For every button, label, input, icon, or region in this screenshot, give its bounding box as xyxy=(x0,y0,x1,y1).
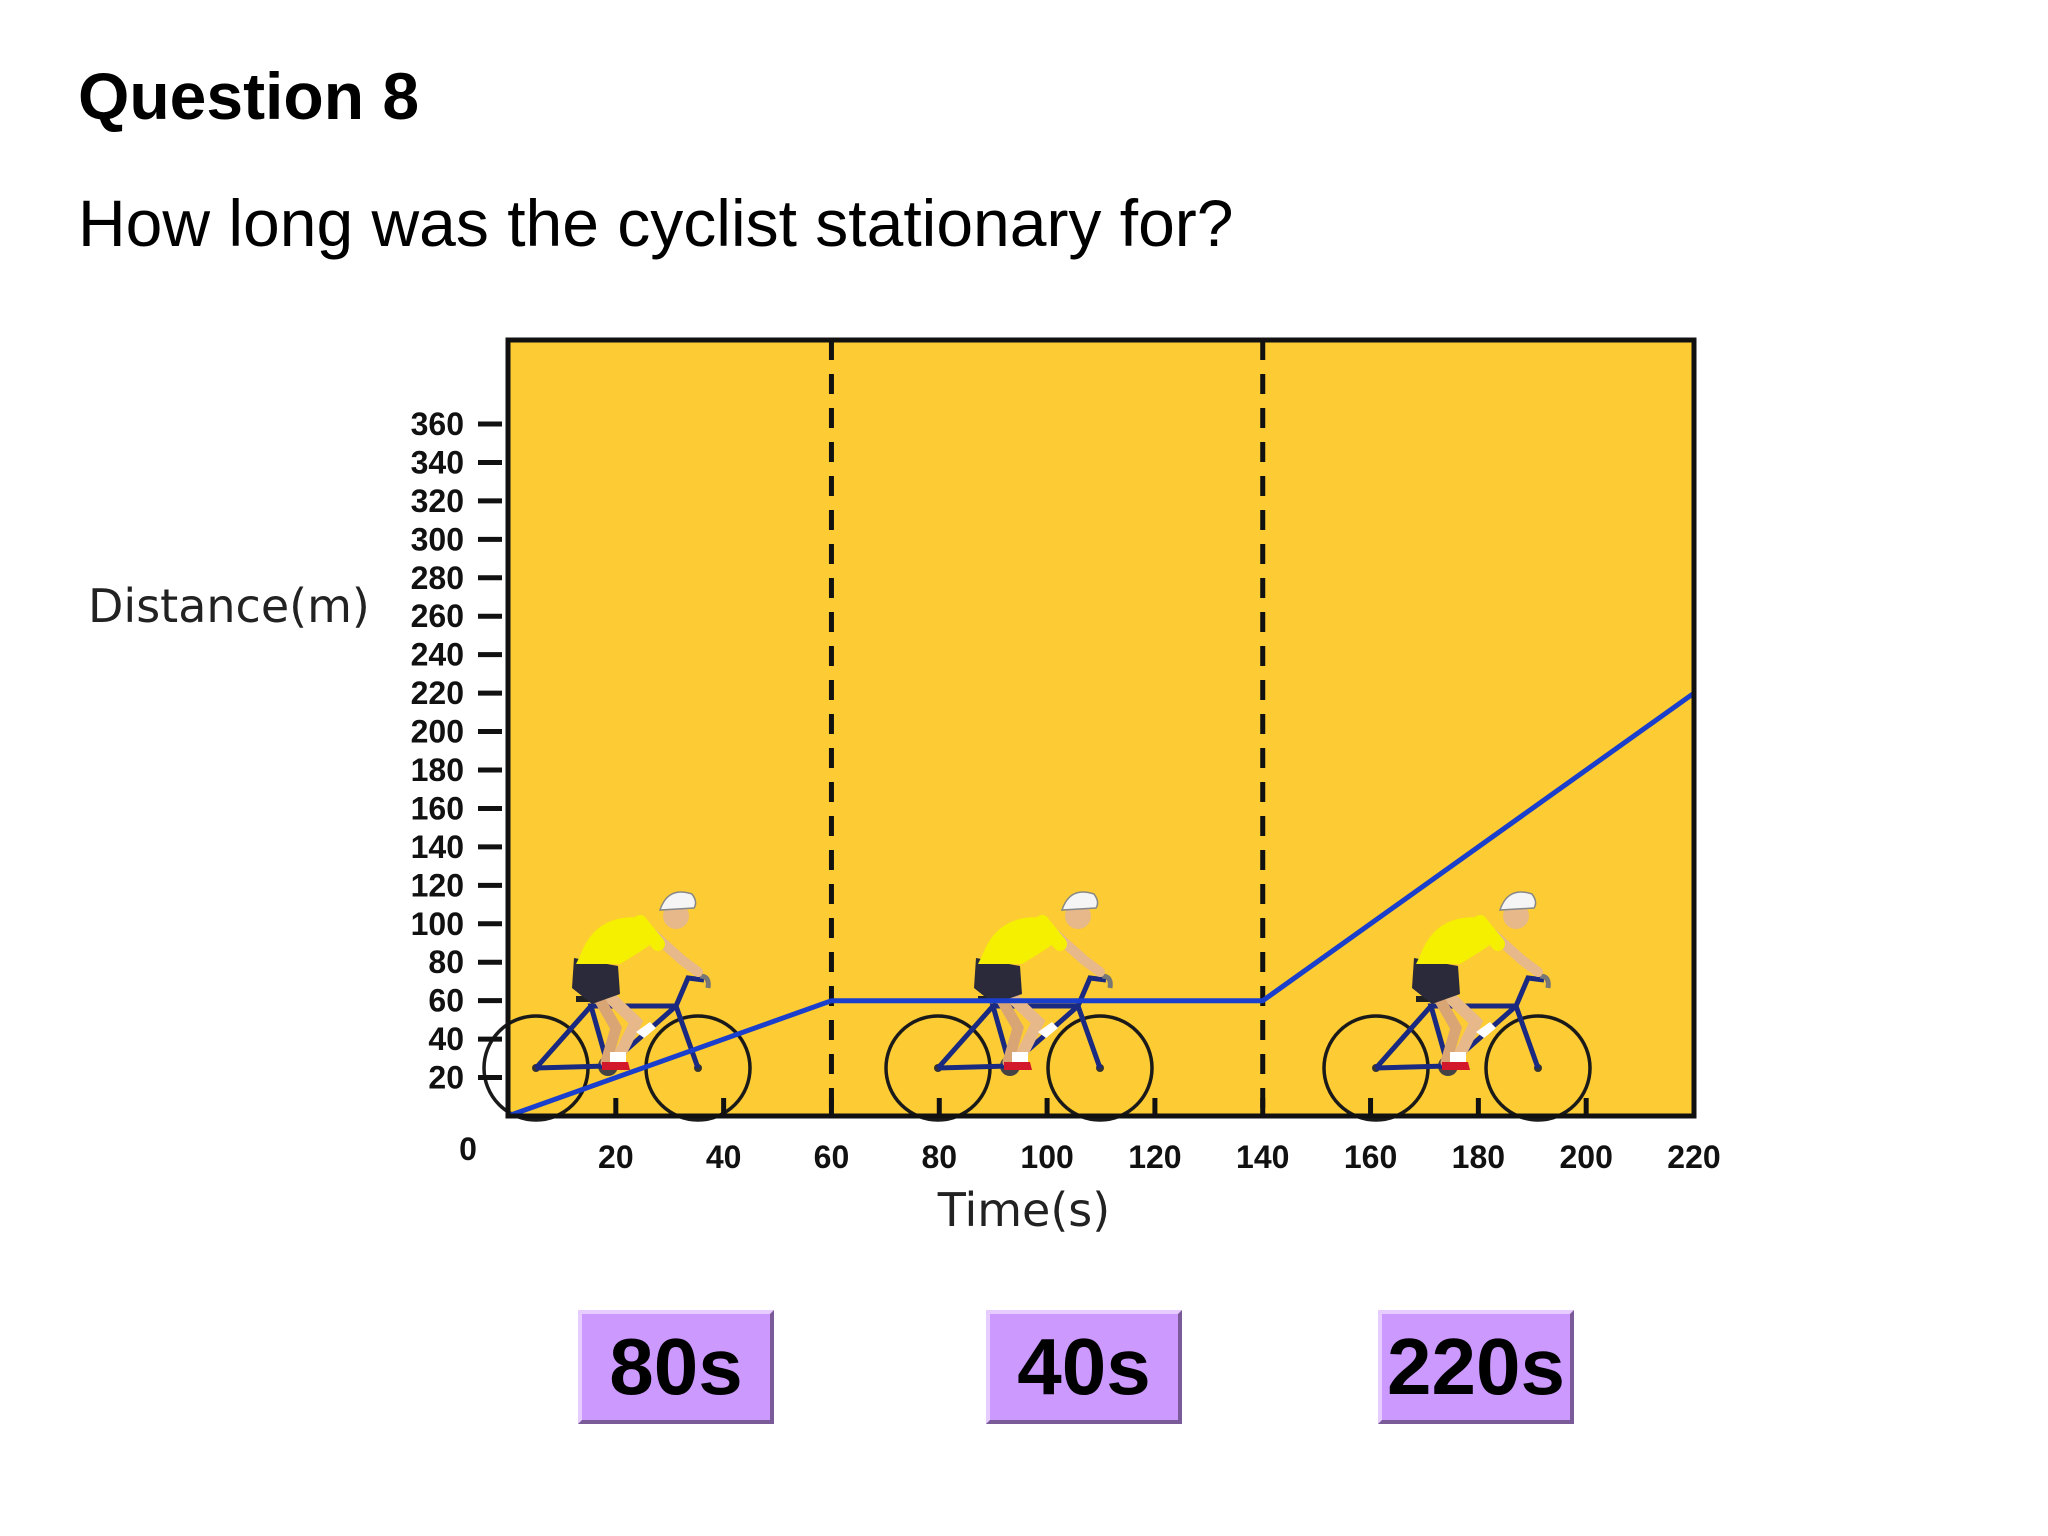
y-tick-label-180: 180 xyxy=(411,752,464,788)
x-tick-label-180: 180 xyxy=(1452,1139,1505,1175)
y-tick-label-20: 20 xyxy=(428,1060,464,1096)
answer-button-80s[interactable]: 80s xyxy=(578,1310,774,1424)
y-tick-label-240: 240 xyxy=(411,637,464,673)
y-tick-label-120: 120 xyxy=(411,867,464,903)
y-axis-label: Distance(m) xyxy=(88,579,370,633)
y-tick-label-280: 280 xyxy=(411,560,464,596)
x-axis-label: Time(s) xyxy=(937,1183,1110,1237)
series-line-1 xyxy=(507,691,1696,1119)
y-tick-label-200: 200 xyxy=(411,714,464,750)
x-tick-label-60: 60 xyxy=(814,1139,850,1175)
answer-button-40s[interactable]: 40s xyxy=(986,1310,1182,1424)
y-tick-label-160: 160 xyxy=(411,790,464,826)
plot-area xyxy=(508,340,1694,1116)
y-tick-label-220: 220 xyxy=(411,675,464,711)
x-tick-label-100: 100 xyxy=(1020,1139,1073,1175)
y-tick-label-260: 260 xyxy=(411,598,464,634)
y-tick-label-320: 320 xyxy=(411,483,464,519)
y-tick-label-40: 40 xyxy=(428,1021,464,1057)
x-tick-label-80: 80 xyxy=(921,1139,957,1175)
y-tick-label-100: 100 xyxy=(411,906,464,942)
y-tick-label-360: 360 xyxy=(411,406,464,442)
x-tick-label-160: 160 xyxy=(1344,1139,1397,1175)
x-tick-label-120: 120 xyxy=(1128,1139,1181,1175)
x-tick-label-40: 40 xyxy=(706,1139,742,1175)
x-tick-label-140: 140 xyxy=(1236,1139,1289,1175)
x-tick-label-20: 20 xyxy=(598,1139,634,1175)
x-tick-label-200: 200 xyxy=(1559,1139,1612,1175)
y-tick-label-300: 300 xyxy=(411,521,464,557)
y-tick-label-60: 60 xyxy=(428,983,464,1019)
plot-frame xyxy=(505,337,1697,1119)
y-tick-label-140: 140 xyxy=(411,829,464,865)
answer-button-220s[interactable]: 220s xyxy=(1378,1310,1574,1424)
x-tick-label-220: 220 xyxy=(1667,1139,1720,1175)
y-tick-label-340: 340 xyxy=(411,444,464,480)
origin-label: 0 xyxy=(459,1131,477,1167)
y-tick-label-80: 80 xyxy=(428,944,464,980)
question-title: Question 8 xyxy=(78,59,420,133)
question-text: How long was the cyclist stationary for? xyxy=(78,186,1234,260)
